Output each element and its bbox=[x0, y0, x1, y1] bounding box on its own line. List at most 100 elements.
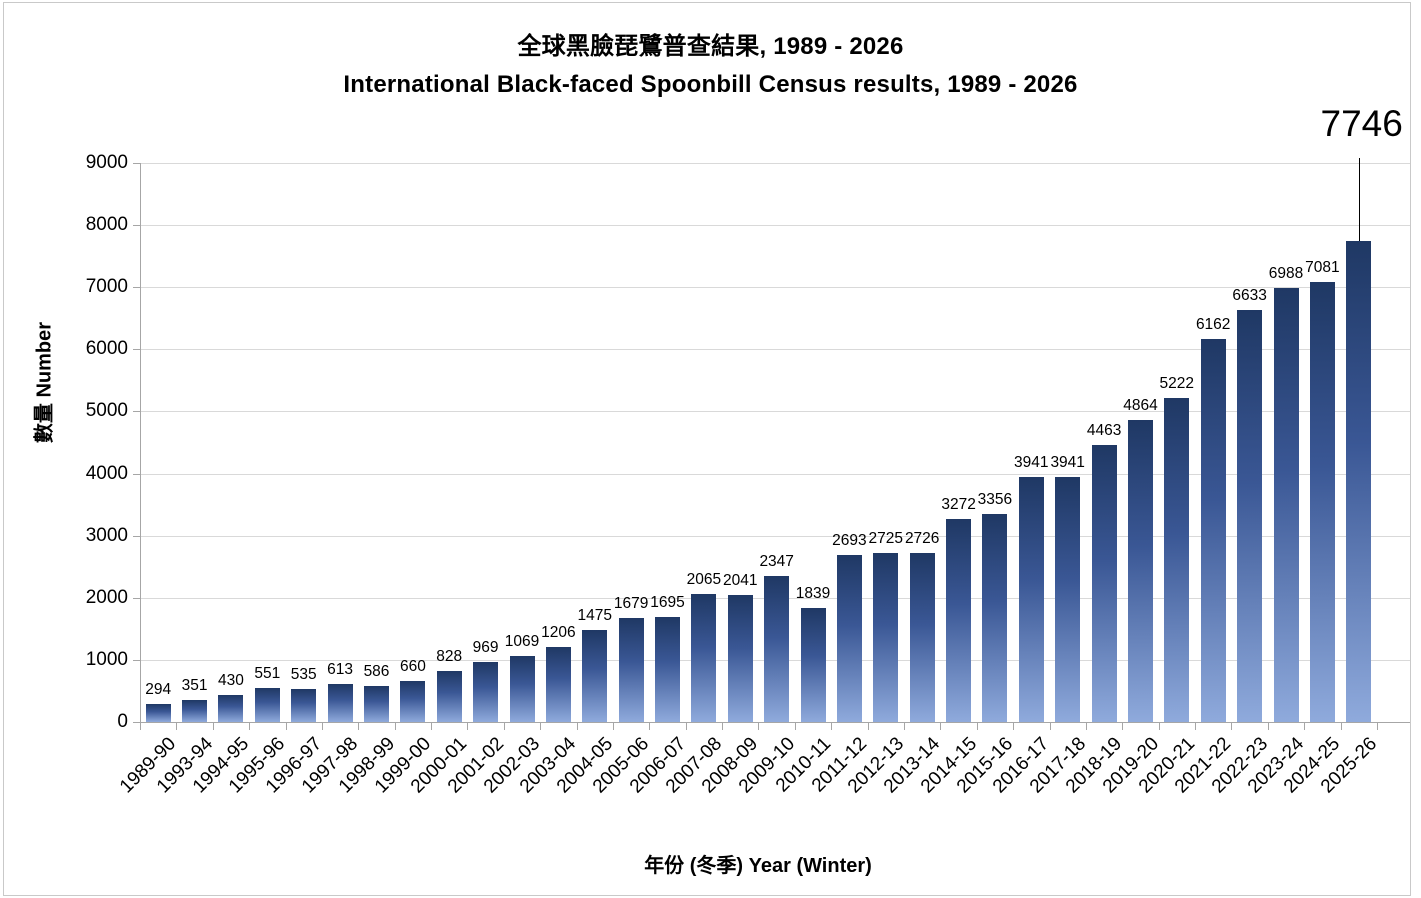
bar bbox=[291, 689, 317, 722]
x-axis-tick bbox=[358, 722, 359, 730]
bar-value-label: 430 bbox=[217, 672, 244, 689]
x-axis-tick bbox=[395, 722, 396, 730]
bar bbox=[1200, 339, 1226, 722]
x-axis-tick bbox=[540, 722, 541, 730]
bar-value-label: 4864 bbox=[1123, 397, 1158, 414]
y-axis-tick bbox=[133, 598, 140, 599]
x-axis-tick bbox=[1013, 722, 1014, 730]
bar bbox=[1309, 282, 1335, 722]
x-axis-tick bbox=[1341, 722, 1342, 730]
x-axis-tick bbox=[431, 722, 432, 730]
bar-value-label: 2347 bbox=[759, 553, 794, 570]
x-axis-tick bbox=[758, 722, 759, 730]
y-tick-label: 0 bbox=[117, 711, 128, 732]
bar-value-label: 4463 bbox=[1086, 422, 1122, 439]
bar-value-label: 2041 bbox=[723, 572, 758, 589]
gridline bbox=[140, 163, 1410, 164]
bar bbox=[1055, 477, 1081, 722]
x-axis-tick bbox=[649, 722, 650, 730]
y-axis-tick bbox=[133, 349, 140, 350]
chart-title-en: International Black-faced Spoonbill Cens… bbox=[343, 71, 1078, 98]
y-tick-label: 1000 bbox=[85, 649, 128, 670]
y-tick-label: 2000 bbox=[85, 587, 128, 608]
y-axis-tick bbox=[133, 660, 140, 661]
gridline bbox=[140, 474, 1410, 475]
bar bbox=[218, 695, 244, 722]
x-axis-tick bbox=[504, 722, 505, 730]
bar bbox=[618, 618, 644, 722]
x-axis-tick bbox=[213, 722, 214, 730]
x-axis-tick bbox=[686, 722, 687, 730]
y-tick-label: 9000 bbox=[85, 152, 128, 173]
x-axis-tick bbox=[1377, 722, 1378, 730]
gridline bbox=[140, 225, 1410, 226]
gridline bbox=[140, 349, 1410, 350]
y-axis-line bbox=[140, 163, 141, 723]
bar bbox=[145, 704, 171, 722]
x-axis-tick bbox=[1268, 722, 1269, 730]
chart-title-zh: 全球黑臉琵鷺普查結果, 1989 - 2026 bbox=[517, 33, 904, 60]
y-axis-tick bbox=[133, 536, 140, 537]
x-axis-tick bbox=[1086, 722, 1087, 730]
bar bbox=[873, 553, 899, 722]
x-axis-tick bbox=[1159, 722, 1160, 730]
bar bbox=[364, 686, 389, 722]
bar bbox=[982, 514, 1008, 722]
bar-value-label: 551 bbox=[254, 665, 281, 682]
bar bbox=[436, 671, 462, 722]
bar bbox=[473, 662, 499, 722]
bar-value-label: 660 bbox=[399, 658, 426, 675]
x-axis-tick bbox=[140, 722, 141, 730]
y-axis-tick bbox=[133, 474, 140, 475]
bar bbox=[327, 684, 353, 722]
x-axis-tick bbox=[722, 722, 723, 730]
bar-value-label: 294 bbox=[145, 681, 172, 698]
y-axis-tick bbox=[133, 163, 140, 164]
x-axis-tick bbox=[940, 722, 941, 730]
x-axis-tick bbox=[286, 722, 287, 730]
bar-value-label: 2726 bbox=[904, 530, 940, 547]
bar-value-label: 1679 bbox=[613, 595, 649, 612]
bar-value-label: 5222 bbox=[1159, 375, 1195, 392]
bar bbox=[691, 594, 717, 722]
bar bbox=[764, 576, 790, 722]
y-tick-label: 7000 bbox=[85, 276, 128, 297]
x-axis-tick bbox=[977, 722, 978, 730]
bar bbox=[727, 595, 753, 722]
bar-value-label: 2693 bbox=[832, 532, 867, 549]
x-axis-tick bbox=[577, 722, 578, 730]
bar-value-label: 3941 bbox=[1014, 454, 1049, 471]
bar-value-label: 3941 bbox=[1050, 454, 1085, 471]
bar-value-label: 828 bbox=[436, 648, 463, 665]
x-axis-tick bbox=[1304, 722, 1305, 730]
gridline bbox=[140, 536, 1410, 537]
bar-value-label: 1475 bbox=[577, 607, 613, 624]
bar bbox=[836, 555, 862, 722]
bar-value-label: 6162 bbox=[1195, 316, 1231, 333]
bar bbox=[254, 688, 280, 722]
x-axis-tick bbox=[1195, 722, 1196, 730]
x-axis-tick bbox=[831, 722, 832, 730]
bar-value-label: 6988 bbox=[1268, 265, 1304, 282]
y-axis-tick bbox=[133, 287, 140, 288]
bar bbox=[1346, 241, 1372, 722]
bar bbox=[545, 647, 571, 722]
bar bbox=[800, 608, 826, 722]
y-axis-title: 數量 Number bbox=[33, 321, 56, 444]
chart-frame bbox=[3, 2, 1411, 896]
bar bbox=[182, 700, 208, 722]
bar-value-label: 3272 bbox=[941, 496, 976, 513]
y-tick-label: 8000 bbox=[85, 214, 128, 235]
y-tick-label: 6000 bbox=[85, 338, 128, 359]
x-axis-tick bbox=[176, 722, 177, 730]
bar bbox=[1128, 420, 1153, 722]
bar-value-label: 2065 bbox=[686, 571, 722, 588]
bar-value-label: 1069 bbox=[504, 633, 540, 650]
bar-value-label: 586 bbox=[363, 663, 390, 680]
x-axis-tick bbox=[1122, 722, 1123, 730]
x-axis-tick bbox=[868, 722, 869, 730]
bar bbox=[1273, 288, 1299, 722]
bar-value-label: 1206 bbox=[541, 624, 576, 641]
x-axis-tick bbox=[322, 722, 323, 730]
y-axis-tick bbox=[133, 225, 140, 226]
